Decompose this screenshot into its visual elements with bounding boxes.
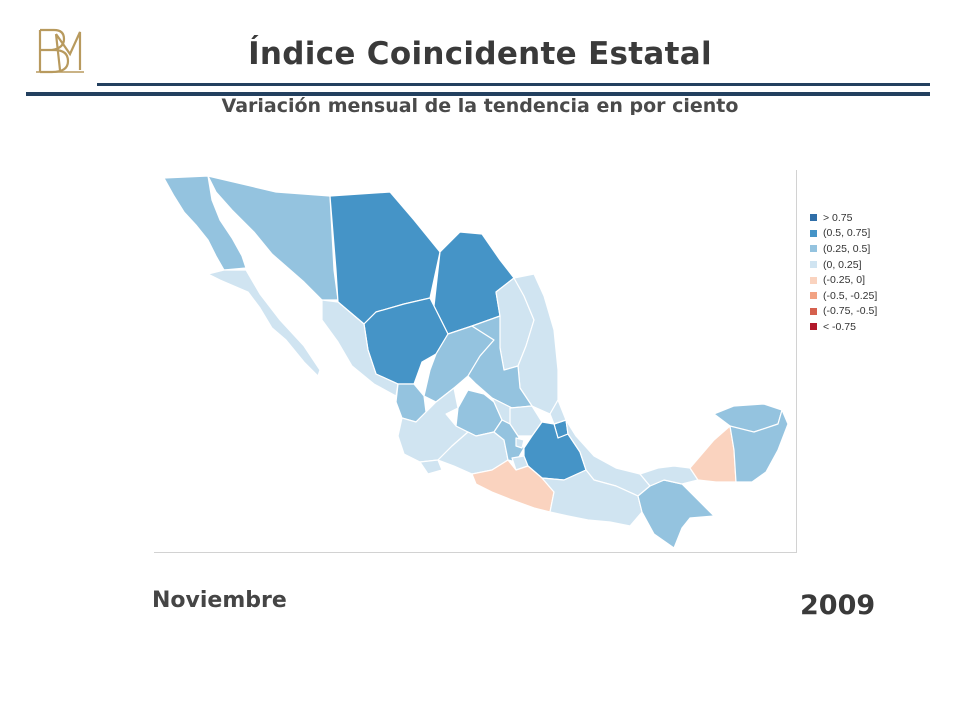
state-chiapas[interactable] — [637, 479, 715, 549]
title-rule-bottom — [26, 92, 930, 96]
legend-item: > 0.75 — [810, 210, 877, 226]
legend-label: < -0.75 — [823, 320, 856, 333]
legend-label: (0.25, 0.5] — [823, 242, 871, 255]
legend-label: (-0.75, -0.5] — [823, 305, 878, 318]
legend-swatch — [810, 323, 817, 331]
period-month: Noviembre — [152, 588, 287, 613]
state-quintana-roo[interactable] — [729, 409, 789, 483]
legend-label: (-0.25, 0] — [823, 274, 866, 287]
period-year: 2009 — [800, 590, 876, 621]
map-frame-right — [796, 170, 797, 552]
legend-label: (0.5, 0.75] — [823, 227, 871, 240]
state-baja-california[interactable] — [163, 175, 247, 271]
legend-swatch — [810, 307, 817, 315]
legend-label: (-0.5, -0.25] — [823, 289, 878, 302]
state-distrito-federal[interactable] — [515, 437, 525, 449]
legend-item: (-0.5, -0.25] — [810, 288, 877, 304]
map-frame-bottom — [154, 552, 797, 553]
legend-swatch — [810, 261, 817, 269]
legend-item: (0.5, 0.75] — [810, 226, 877, 242]
map-panel — [154, 170, 796, 552]
state-baja-california-sur[interactable] — [207, 269, 321, 377]
legend-swatch — [810, 292, 817, 300]
state-tamaulipas[interactable] — [513, 273, 559, 415]
legend-swatch — [810, 214, 817, 222]
title-rule-top — [97, 83, 930, 86]
legend-item: (0, 0.25] — [810, 257, 877, 273]
legend-item: (-0.25, 0] — [810, 272, 877, 288]
mexico-map — [163, 175, 789, 549]
legend-label: (0, 0.25] — [823, 258, 862, 271]
legend-item: (-0.75, -0.5] — [810, 304, 877, 320]
page-subtitle: Variación mensual de la tendencia en por… — [221, 95, 739, 115]
legend: > 0.75 (0.5, 0.75] (0.25, 0.5] (0, 0.25]… — [810, 210, 877, 335]
state-campeche[interactable] — [689, 425, 737, 483]
legend-item: (0.25, 0.5] — [810, 241, 877, 257]
banxico-logo — [36, 28, 84, 74]
legend-swatch — [810, 229, 817, 237]
legend-label: > 0.75 — [823, 211, 853, 224]
state-colima[interactable] — [419, 459, 443, 475]
state-oaxaca[interactable] — [541, 469, 643, 527]
legend-swatch — [810, 245, 817, 253]
legend-item: < -0.75 — [810, 319, 877, 335]
legend-swatch — [810, 276, 817, 284]
page-title: Índice Coincidente Estatal — [248, 36, 712, 72]
